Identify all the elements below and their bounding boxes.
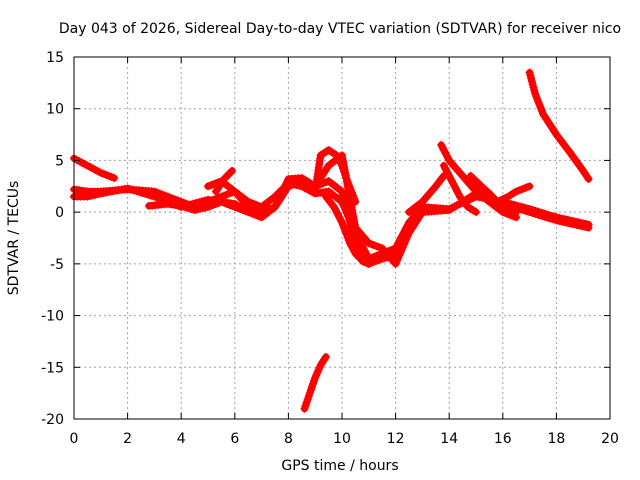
data-point [110, 174, 119, 182]
x-tick-label: 6 [230, 431, 239, 447]
x-tick-label: 8 [284, 431, 293, 447]
series-track-l [439, 161, 480, 217]
x-tick-label: 0 [70, 431, 79, 447]
x-tick-label: 14 [440, 431, 458, 447]
data-point [228, 166, 237, 175]
x-tick-label: 4 [177, 431, 186, 447]
x-tick-label: 12 [387, 431, 405, 447]
data-point [584, 223, 593, 232]
x-tick-label: 16 [494, 431, 512, 447]
series-track-i [300, 352, 330, 413]
series-track-h [321, 192, 373, 268]
series-track-m [466, 171, 534, 206]
data-point [512, 213, 521, 222]
y-tick-label: -5 [50, 257, 64, 273]
grid-lines [74, 57, 610, 419]
y-tick-label: 0 [55, 205, 64, 221]
x-tick-label: 2 [123, 431, 132, 447]
data-point [321, 352, 330, 361]
data-point [584, 175, 593, 183]
series-track-n [472, 182, 521, 222]
x-tick-label: 10 [333, 431, 351, 447]
y-axis-label: SDTVAR / TECUs [6, 181, 22, 296]
data-point [351, 197, 360, 206]
data-point [472, 208, 480, 217]
data-point [355, 253, 364, 262]
data-point [271, 203, 279, 211]
y-tick-label: 10 [46, 102, 64, 118]
data-point [418, 208, 427, 217]
chart-title: Day 043 of 2026, Sidereal Day-to-day VTE… [59, 21, 621, 37]
data-point [525, 182, 534, 191]
series-track-f [212, 166, 237, 196]
series-track-g [311, 146, 360, 206]
data-point [489, 193, 498, 202]
y-tick-label: 5 [55, 153, 64, 169]
x-tick-labels: 0 2 4 6 8 10 12 14 16 18 20 [70, 431, 619, 447]
data-series-layer [70, 68, 593, 413]
axis-ticks [73, 56, 611, 420]
series-track-o [525, 68, 593, 183]
series-track-a [70, 154, 119, 182]
x-tick-label: 20 [601, 431, 619, 447]
series-track-d [145, 151, 427, 268]
y-tick-label: -15 [41, 360, 64, 376]
series-track-j [405, 171, 448, 217]
data-point [220, 175, 229, 183]
y-tick-label: 15 [46, 50, 64, 66]
y-tick-label: -20 [41, 412, 64, 428]
y-tick-label: -10 [41, 309, 64, 325]
x-axis-label: GPS time / hours [281, 458, 398, 474]
data-point [226, 168, 235, 177]
x-tick-label: 18 [547, 431, 565, 447]
y-tick-labels: -20 -15 -10 -5 0 5 10 15 [41, 50, 64, 428]
data-point [364, 259, 373, 268]
